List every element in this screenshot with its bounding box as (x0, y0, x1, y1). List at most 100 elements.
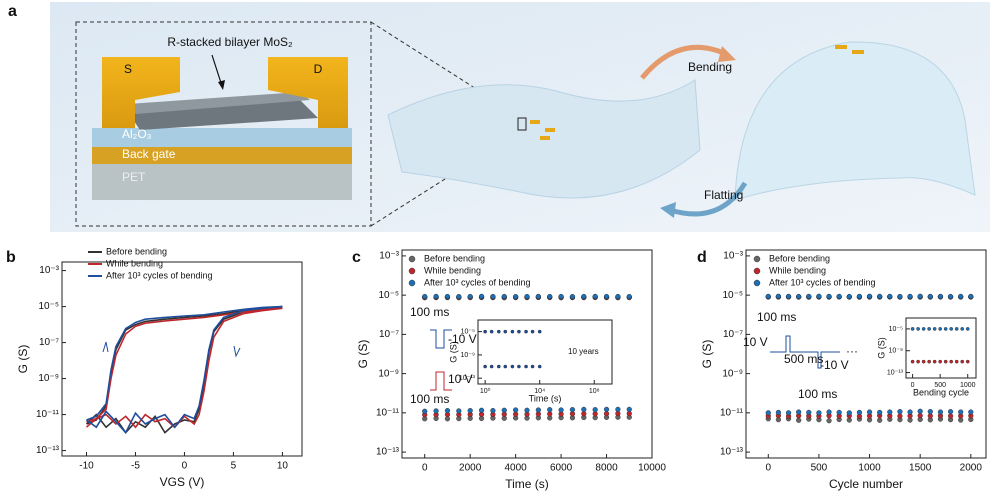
annotation: 100 ms (410, 305, 449, 319)
data-point (581, 293, 587, 300)
data-point (943, 359, 948, 364)
x-tick-label: 6000 (550, 463, 573, 474)
data-point (949, 359, 953, 364)
annotation: 10 V (448, 372, 473, 386)
y-tick-label: 10⁻¹³ (720, 447, 744, 458)
data-point (513, 294, 519, 300)
data-point (535, 293, 541, 300)
legend-label: While bending (106, 258, 163, 268)
panel-label: c (352, 249, 361, 266)
data-point (569, 407, 576, 413)
series-line (86, 305, 283, 435)
data-point (877, 409, 883, 416)
data-point (478, 407, 485, 413)
data-point (907, 409, 913, 415)
data-point (917, 293, 923, 299)
data-point (916, 327, 920, 331)
data-point (615, 406, 621, 413)
data-point (947, 293, 954, 300)
plot-frame (905, 317, 977, 379)
data-point (626, 406, 632, 413)
bend-label: Bending (688, 60, 732, 74)
data-point (897, 293, 903, 300)
data-point (592, 407, 598, 413)
data-point (866, 409, 873, 415)
panel-a: a R-stacked bilayer MoS₂ S D Al₂O₃ Back … (8, 2, 990, 232)
data-point (433, 293, 439, 300)
data-point (927, 359, 931, 364)
x-tick-label: 2000 (960, 463, 983, 474)
data-point (965, 359, 970, 364)
device-title: R-stacked bilayer MoS₂ (167, 35, 293, 49)
legend-label: While bending (424, 265, 481, 275)
x-tick-label: 5 (231, 461, 237, 472)
data-point (785, 293, 792, 300)
data-point (921, 327, 926, 331)
data-point (433, 408, 439, 414)
x-tick-label: 0 (911, 382, 915, 389)
data-point (444, 293, 451, 300)
flat-label: Flatting (704, 188, 743, 202)
data-point (943, 327, 948, 331)
data-point (947, 409, 954, 415)
data-point (503, 364, 508, 369)
data-point (958, 293, 964, 300)
data-point (806, 409, 812, 416)
device-icon (540, 136, 550, 140)
y-tick-label: 10⁻⁹ (889, 348, 903, 355)
y-tick-label: 10⁻¹¹ (376, 407, 400, 418)
y-tick-label: 10⁻¹³ (376, 447, 400, 458)
data-point (581, 411, 587, 417)
data-point (846, 293, 852, 300)
x-tick-label: 8000 (595, 463, 618, 474)
data-point (866, 293, 873, 299)
drain-electrode (268, 57, 348, 128)
data-point (524, 293, 530, 300)
data-point (846, 410, 852, 416)
pointer-arrowhead (218, 80, 225, 90)
legend-swatch (408, 267, 416, 275)
data-point (960, 359, 965, 364)
x-tick-label: 0 (765, 463, 771, 474)
y-tick-label: 10⁻¹³ (887, 369, 904, 376)
data-point (796, 409, 802, 415)
bent-sheet (734, 41, 976, 201)
data-point (503, 329, 508, 334)
data-point (877, 417, 883, 423)
legend-label: While bending (769, 265, 826, 275)
data-point (968, 409, 974, 415)
data-point (796, 417, 802, 423)
data-point (954, 327, 959, 331)
y-tick-label: 10⁻¹³ (459, 375, 476, 382)
x-tick-label: -5 (131, 461, 140, 472)
data-point (816, 410, 822, 416)
data-point (615, 293, 621, 300)
data-point (524, 329, 528, 334)
data-point (826, 293, 832, 300)
data-point (927, 409, 933, 415)
mos2-layer (128, 92, 310, 114)
device-icon (852, 50, 864, 54)
data-point (422, 293, 428, 300)
data-point (517, 329, 521, 334)
data-point (496, 364, 501, 369)
source-label: S (124, 62, 132, 76)
data-point (877, 293, 883, 300)
data-point (910, 359, 915, 364)
x-tick-label: 500 (934, 382, 946, 389)
data-point (490, 293, 496, 300)
legend-label: Before bending (106, 246, 167, 256)
plot-frame (401, 249, 653, 459)
data-point (489, 364, 494, 369)
data-point (517, 364, 521, 369)
x-axis-label: Time (s) (505, 477, 549, 491)
data-point (603, 293, 610, 300)
data-point (826, 409, 832, 415)
y-tick-label: 10⁻¹¹ (36, 409, 60, 420)
annotation: ··· (846, 344, 858, 358)
data-point (856, 409, 863, 416)
series-line (85, 306, 283, 434)
y-tick-label: 10⁻¹³ (36, 445, 60, 456)
legend-swatch (753, 279, 761, 287)
y-tick-label: 10⁻⁷ (39, 337, 59, 348)
